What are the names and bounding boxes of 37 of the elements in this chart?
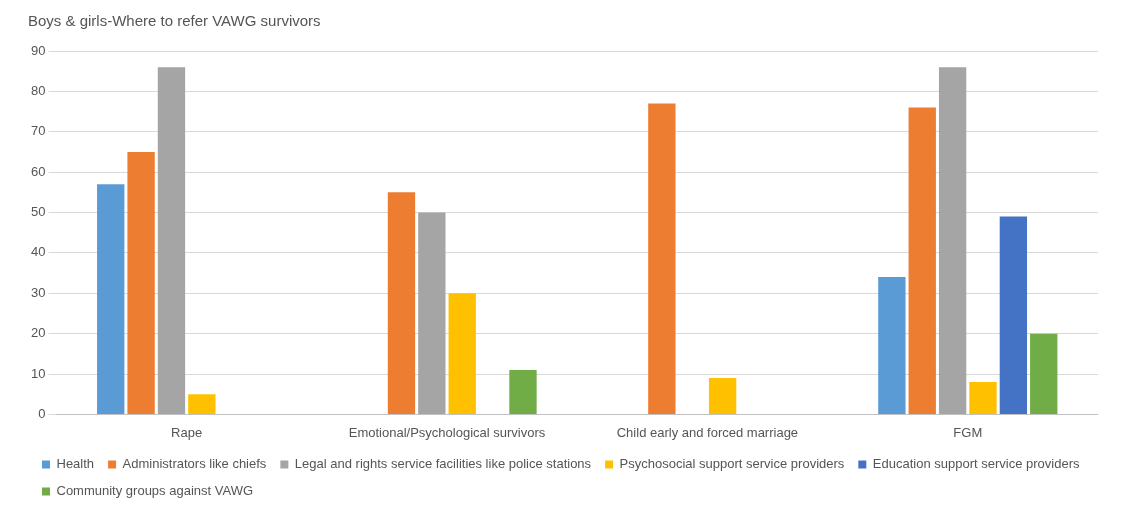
bar [387,192,416,414]
bar [708,378,737,414]
bar [418,212,446,414]
legend-label: Education support service providers [872,456,1080,472]
bar [97,184,125,414]
x-tick-label: Emotional/Psychological survivors [348,424,546,440]
y-tick-label: 60 [30,163,46,179]
bar [999,216,1028,414]
y-tick-label: 20 [30,325,46,341]
y-tick-label: 30 [30,284,46,300]
bar [509,369,537,414]
y-tick-label: 80 [30,82,46,98]
bar [648,103,676,414]
legend-label: Health [56,456,95,472]
y-tick-label: 10 [30,365,46,381]
bar [969,382,997,414]
bar [127,151,155,414]
bar [157,67,186,414]
y-tick-label: 50 [30,204,46,220]
x-tick-label: FGM [953,424,983,440]
bar [448,293,476,414]
y-tick-label: 90 [30,42,46,58]
legend-label: Psychosocial support service providers [619,456,845,472]
y-tick-label: 0 [38,405,46,421]
legend-label: Administrators like chiefs [122,456,267,472]
bar [938,67,967,414]
chart-title: Boys & girls-Where to refer VAWG survivors [28,12,321,30]
y-tick-label: 40 [30,244,46,260]
bar [188,394,216,414]
legend-label: Legal and rights service facilities like police stations [294,456,592,472]
x-tick-label: Child early and forced marriage [616,424,799,440]
bar [1030,333,1058,414]
bar [908,107,936,414]
legend-label: Community groups against VAWG [56,483,254,499]
bar [878,277,906,414]
y-tick-label: 70 [30,123,46,139]
x-tick-label: Rape [171,424,203,440]
